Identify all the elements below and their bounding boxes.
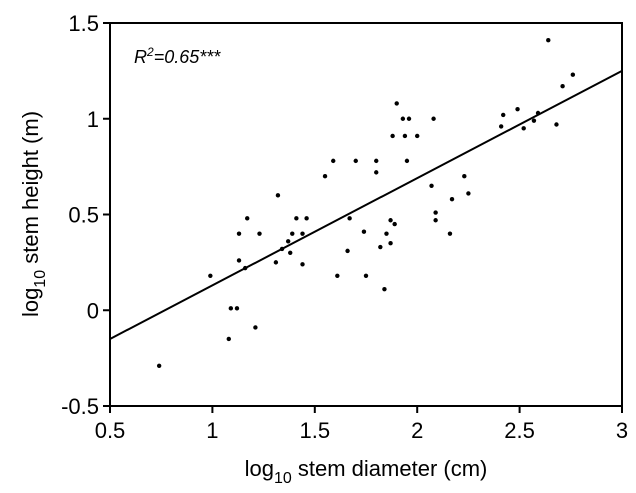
- data-point: [392, 221, 397, 227]
- data-point: [378, 244, 383, 250]
- data-point: [384, 231, 389, 236]
- data-point: [234, 306, 240, 311]
- x-axis: 0.5 1 1.5 2 2.5 3: [95, 406, 628, 443]
- data-point: [290, 231, 295, 236]
- data-point: [275, 193, 281, 198]
- data-point: [226, 336, 231, 342]
- y-axis-title-log: log: [18, 288, 43, 317]
- data-point: [279, 246, 285, 252]
- data-point: [300, 231, 305, 236]
- r-value: =0.65***: [154, 47, 222, 67]
- data-point: [447, 231, 453, 236]
- plot-frame: [109, 22, 623, 407]
- data-point: [335, 273, 340, 278]
- data-point: [433, 210, 438, 215]
- data-point: [388, 241, 393, 246]
- regression-line-group: [109, 69, 623, 340]
- r-symbol: R: [134, 47, 147, 67]
- y-tick-label: -0.5: [61, 394, 99, 419]
- data-point: [498, 124, 504, 129]
- x-tick-label: 2.5: [504, 418, 535, 443]
- y-axis-title-rest: stem height (m): [18, 111, 43, 270]
- y-axis: -0.5 0 0.5 1 1.5: [61, 11, 110, 419]
- data-point: [300, 262, 305, 267]
- y-axis-title: log10 stem height (m): [18, 111, 49, 317]
- data-point: [345, 248, 350, 254]
- data-point: [515, 106, 520, 112]
- data-point: [466, 191, 471, 196]
- data-point: [331, 158, 336, 164]
- data-point: [390, 133, 395, 139]
- x-tick-label: 1: [206, 418, 218, 443]
- data-point: [462, 174, 467, 179]
- data-point: [388, 218, 393, 223]
- data-point: [531, 118, 537, 123]
- y-tick-label: 1.5: [68, 11, 99, 36]
- data-point: [431, 116, 436, 121]
- data-point: [257, 231, 262, 236]
- data-point: [156, 363, 162, 368]
- data-point: [253, 325, 258, 330]
- data-point: [415, 133, 420, 139]
- x-tick-label: 0.5: [95, 418, 126, 443]
- r-superscript: 2: [146, 45, 154, 59]
- data-point: [285, 239, 291, 244]
- y-tick-label: 0: [87, 298, 99, 323]
- data-point: [433, 218, 438, 223]
- data-point: [404, 158, 410, 164]
- plot-area: [109, 22, 623, 407]
- data-point: [402, 133, 408, 139]
- y-axis-title-subscript: 10: [32, 270, 49, 288]
- data-point: [353, 158, 358, 164]
- x-axis-title-rest: stem diameter (cm): [292, 456, 488, 481]
- data-points: [156, 38, 576, 368]
- data-point: [288, 250, 293, 255]
- x-tick-label: 3: [616, 418, 628, 443]
- data-point: [228, 306, 234, 311]
- data-point: [236, 258, 242, 263]
- data-point: [501, 112, 506, 118]
- data-point: [535, 110, 541, 116]
- data-point: [273, 260, 279, 265]
- data-point: [294, 216, 299, 221]
- data-point: [245, 216, 250, 221]
- data-point: [400, 116, 406, 121]
- data-point: [304, 216, 309, 221]
- data-point: [236, 231, 242, 236]
- data-point: [361, 229, 367, 234]
- x-axis-title-log: log: [245, 456, 274, 481]
- data-point: [374, 158, 379, 164]
- data-point: [208, 273, 213, 278]
- data-point: [322, 174, 328, 179]
- y-tick-label: 0.5: [68, 203, 99, 228]
- data-point: [394, 101, 399, 106]
- data-point: [570, 72, 576, 77]
- data-point: [242, 265, 248, 271]
- y-tick-label: 1: [87, 107, 99, 132]
- data-point: [374, 170, 379, 175]
- x-axis-title: log10 stem diameter (cm): [245, 456, 488, 487]
- data-point: [347, 216, 352, 221]
- data-point: [382, 286, 387, 292]
- regression-line: [109, 69, 623, 340]
- data-point: [560, 83, 565, 89]
- data-point: [554, 122, 559, 127]
- data-point: [363, 273, 369, 278]
- data-point: [406, 116, 412, 121]
- x-tick-label: 2: [411, 418, 423, 443]
- r-squared-annotation: R2=0.65***: [134, 45, 221, 67]
- data-point: [546, 38, 551, 43]
- x-tick-label: 1.5: [300, 418, 331, 443]
- data-point: [429, 183, 434, 188]
- x-axis-title-subscript: 10: [274, 470, 292, 487]
- data-point: [521, 126, 526, 131]
- data-point: [449, 196, 455, 202]
